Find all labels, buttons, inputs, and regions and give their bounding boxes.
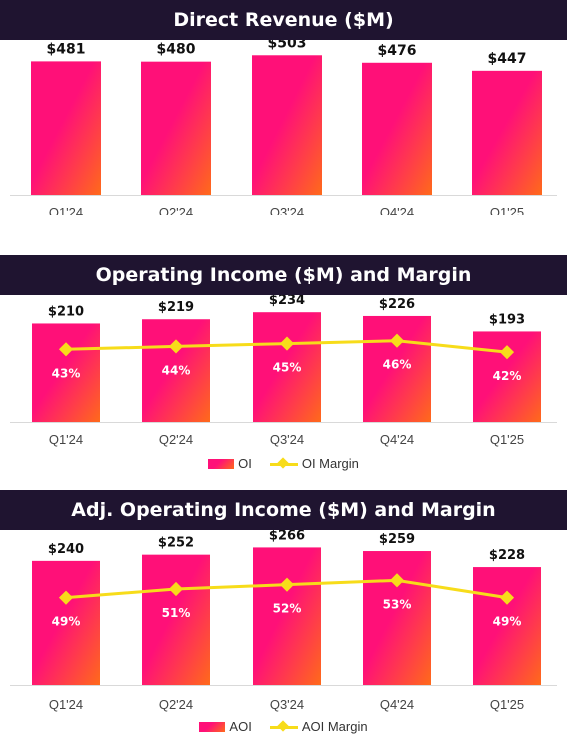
bar [32, 560, 100, 685]
bar [253, 547, 321, 685]
legend-item-oi: OI [208, 456, 252, 471]
margin-value-label: 49% [493, 615, 522, 629]
x-tick-label: Q2'24 [159, 432, 193, 447]
x-tick-label: Q2'24 [159, 205, 193, 215]
x-tick-label: Q3'24 [270, 432, 304, 447]
margin-value-label: 53% [383, 597, 412, 611]
bar [362, 62, 432, 196]
bar-value-label: $259 [379, 532, 415, 547]
legend-label-aoi: AOI [229, 719, 252, 734]
margin-value-label: 44% [162, 363, 191, 377]
operating-income-chart: $210 $219 $234 $226 $193 Q1'24 Q2'24 Q3'24 Q4'24… [10, 295, 557, 447]
bar [363, 315, 431, 422]
adj-operating-income-chart: $240 $252 $266 $259 $228 Q1'24 Q2'24 Q3'24 Q4'24… [10, 530, 557, 712]
legend-adj-operating-income: AOI AOI Margin [0, 719, 567, 734]
x-tick-label: Q1'24 [49, 205, 83, 215]
legend-label-oi-margin: OI Margin [301, 456, 359, 471]
x-tick-label: Q1'24 [49, 697, 83, 712]
bar [32, 323, 100, 422]
bar-value-label: $503 [268, 40, 307, 51]
bar-swatch-icon [199, 721, 226, 732]
legend-item-aoi: AOI [199, 719, 252, 734]
legend-label-aoi-margin: AOI Margin [301, 719, 368, 734]
bar-value-label: $226 [379, 297, 415, 312]
bar [252, 55, 322, 196]
x-tick-label: Q4'24 [380, 697, 414, 712]
bar-value-label: $476 [378, 43, 417, 59]
bar-value-label: $234 [269, 295, 305, 308]
x-tick-label: Q1'25 [490, 432, 524, 447]
bar-value-label: $481 [47, 41, 86, 57]
bar-value-label: $252 [158, 536, 194, 551]
chart-title-direct-revenue: Direct Revenue ($M) [0, 0, 567, 40]
bar [142, 554, 210, 685]
chart-title-operating-income: Operating Income ($M) and Margin [0, 255, 567, 295]
legend-operating-income: OI OI Margin [0, 456, 567, 471]
margin-value-label: 46% [383, 358, 412, 372]
legend-label-oi: OI [238, 456, 252, 471]
bar-value-label: $447 [488, 51, 527, 67]
x-tick-label: Q2'24 [159, 697, 193, 712]
bar-value-label: $219 [158, 300, 194, 315]
bar-value-label: $193 [489, 312, 525, 327]
line-swatch-icon [269, 458, 298, 470]
x-tick-label: Q1'25 [490, 205, 524, 215]
legend-item-aoi-margin: AOI Margin [269, 719, 368, 734]
bar-value-label: $228 [489, 548, 525, 563]
x-tick-label: Q3'24 [270, 697, 304, 712]
margin-value-label: 42% [493, 369, 522, 383]
bar [473, 567, 541, 685]
chart-title-adj-operating-income: Adj. Operating Income ($M) and Margin [0, 490, 567, 530]
margin-value-label: 43% [52, 366, 81, 380]
margin-value-label: 51% [162, 606, 191, 620]
legend-item-oi-margin: OI Margin [269, 456, 359, 471]
bar-value-label: $480 [157, 42, 196, 58]
line-swatch-icon [269, 721, 298, 733]
bar [472, 70, 542, 195]
direct-revenue-chart: $481 $480 $503 $476 $447 Q1'24 Q2'24 Q3'24 Q4'24… [10, 40, 557, 215]
x-tick-label: Q3'24 [270, 205, 304, 215]
x-tick-label: Q4'24 [380, 205, 414, 215]
bar-swatch-icon [208, 458, 235, 469]
margin-value-label: 52% [273, 602, 302, 616]
bar-value-label: $240 [48, 542, 84, 557]
x-tick-label: Q1'24 [49, 432, 83, 447]
margin-value-label: 45% [273, 361, 302, 375]
bar-value-label: $266 [269, 530, 305, 543]
x-tick-label: Q1'25 [490, 697, 524, 712]
bar-value-label: $210 [48, 304, 84, 319]
bar [253, 312, 321, 422]
margin-marker [279, 336, 295, 351]
margin-marker [389, 333, 405, 348]
bar [363, 551, 431, 685]
margin-marker [168, 581, 184, 597]
bar [31, 61, 101, 196]
bar [141, 61, 211, 196]
x-tick-label: Q4'24 [380, 432, 414, 447]
bar [142, 319, 210, 422]
margin-value-label: 49% [52, 615, 81, 629]
